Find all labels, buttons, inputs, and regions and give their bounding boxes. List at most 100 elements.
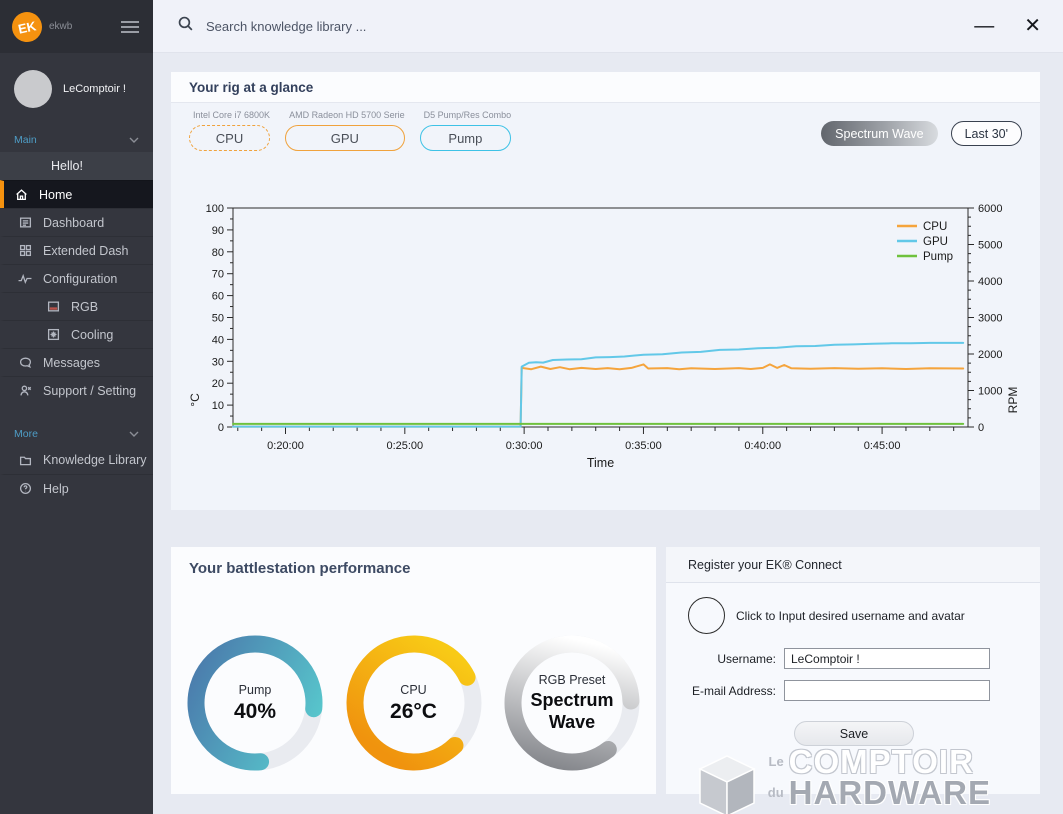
svg-text:100: 100	[206, 203, 224, 215]
sidebar-item-hello[interactable]: Hello!	[0, 152, 153, 180]
sidebar-item-support-setting[interactable]: Support / Setting	[0, 376, 153, 404]
home-icon	[14, 188, 28, 202]
sidebar: EK ekwb LeComptoir ! Main Hello! Home Da…	[0, 0, 153, 814]
svg-text:90: 90	[212, 225, 224, 237]
sidebar-header: EK ekwb	[0, 0, 153, 53]
performance-title: Your battlestation performance	[189, 560, 411, 577]
cpu-gauge: CPU 26°C	[338, 627, 490, 779]
rgb-icon	[46, 300, 60, 314]
sidebar-item-rgb[interactable]: RGB	[0, 292, 153, 320]
sidebar-item-cooling[interactable]: Cooling	[0, 320, 153, 348]
svg-text:40: 40	[212, 334, 224, 346]
sidebar-section-more[interactable]: More	[0, 418, 153, 446]
cpu-gauge-value: 26°C	[390, 699, 437, 723]
profile-name: LeComptoir !	[63, 82, 126, 95]
performance-card: Your battlestation performance Pump 40%	[171, 547, 656, 794]
svg-text:0:40:00: 0:40:00	[744, 440, 781, 452]
svg-text:GPU: GPU	[923, 236, 948, 248]
sidebar-item-help[interactable]: Help	[0, 474, 153, 502]
svg-text:1000: 1000	[978, 386, 1002, 398]
save-button[interactable]: Save	[794, 721, 914, 746]
rig-card-header: Your rig at a glance	[171, 72, 1040, 103]
svg-text:0: 0	[978, 422, 984, 434]
ekwb-logo-icon: EK	[9, 8, 45, 45]
sidebar-item-knowledge-library[interactable]: Knowledge Library	[0, 446, 153, 474]
pump-button[interactable]: Pump	[419, 125, 512, 151]
devices-row: Intel Core i7 6800K CPU AMD Radeon HD 57…	[189, 110, 512, 151]
topbar: — ✕	[153, 0, 1063, 53]
svg-text:°C: °C	[188, 393, 202, 407]
chat-icon	[18, 356, 32, 370]
rgb-gauge-value: Spectrum Wave	[530, 689, 614, 732]
hamburger-menu-icon[interactable]	[121, 20, 139, 33]
svg-text:80: 80	[212, 247, 224, 259]
dashboard-icon	[18, 216, 32, 230]
svg-text:70: 70	[212, 269, 224, 281]
device-pump: D5 Pump/Res Combo Pump	[419, 110, 512, 151]
temperature-rpm-chart: 0:20:00 0:25:00 0:30:00 0:35:00 0:40:00 0:45:…	[188, 203, 1020, 470]
device-gpu: AMD Radeon HD 5700 Serie GPU	[285, 110, 405, 151]
cooling-icon	[46, 328, 60, 342]
section-more-label: More	[14, 428, 38, 440]
svg-text:0:35:00: 0:35:00	[625, 440, 662, 452]
svg-text:20: 20	[212, 378, 224, 390]
svg-text:0:30:00: 0:30:00	[506, 440, 543, 452]
grid-icon	[18, 244, 32, 258]
chevron-down-icon	[129, 428, 139, 440]
svg-text:50: 50	[212, 313, 224, 325]
gpu-button[interactable]: GPU	[285, 125, 405, 151]
email-field[interactable]	[784, 680, 990, 701]
svg-text:Time: Time	[587, 456, 614, 470]
svg-text:0: 0	[218, 422, 224, 434]
gpu-device-name: AMD Radeon HD 5700 Serie	[289, 110, 405, 120]
register-avatar-button[interactable]	[688, 597, 725, 634]
chevron-down-icon	[129, 134, 139, 146]
sidebar-item-messages[interactable]: Messages	[0, 348, 153, 376]
sidebar-item-home[interactable]: Home	[0, 180, 153, 208]
register-title: Register your EK® Connect	[688, 557, 842, 572]
svg-text:10: 10	[212, 400, 224, 412]
help-icon	[18, 482, 32, 496]
spectrum-wave-button[interactable]: Spectrum Wave	[821, 121, 938, 146]
rig-card-title: Your rig at a glance	[189, 79, 314, 95]
username-field[interactable]	[784, 648, 990, 669]
pump-device-name: D5 Pump/Res Combo	[423, 110, 512, 120]
gauges-row: Pump 40% CPU 26°C	[171, 627, 656, 779]
svg-text:2000: 2000	[978, 349, 1002, 361]
sidebar-item-configuration[interactable]: Configuration	[0, 264, 153, 292]
section-main-label: Main	[14, 134, 37, 146]
rig-card: Your rig at a glance Intel Core i7 6800K…	[171, 72, 1040, 510]
pump-gauge-value: 40%	[233, 699, 277, 723]
svg-text:0:45:00: 0:45:00	[864, 440, 901, 452]
svg-text:Pump: Pump	[923, 251, 953, 263]
last-30-button[interactable]: Last 30'	[950, 121, 1022, 146]
sidebar-item-dashboard[interactable]: Dashboard	[0, 208, 153, 236]
svg-text:3000: 3000	[978, 313, 1002, 325]
register-card: Register your EK® Connect Click to Input…	[666, 547, 1040, 794]
search-input[interactable]	[206, 18, 526, 34]
folder-icon	[18, 453, 32, 467]
device-cpu: Intel Core i7 6800K CPU	[189, 110, 271, 151]
activity-icon	[18, 272, 32, 286]
rig-actions: Spectrum Wave Last 30'	[821, 121, 1022, 146]
svg-text:6000: 6000	[978, 203, 1002, 215]
brand-name: ekwb	[49, 21, 73, 32]
username-label: Username:	[717, 651, 776, 666]
email-label: E-mail Address:	[691, 683, 776, 698]
cpu-button[interactable]: CPU	[189, 125, 271, 151]
svg-text:RPM: RPM	[1006, 387, 1020, 414]
svg-text:30: 30	[212, 356, 224, 368]
sidebar-section-main[interactable]: Main	[0, 124, 153, 152]
profile[interactable]: LeComptoir !	[0, 53, 153, 124]
register-avatar-hint: Click to Input desired username and avat…	[736, 608, 965, 623]
pump-gauge-label: Pump	[238, 682, 272, 697]
svg-text:0:25:00: 0:25:00	[386, 440, 423, 452]
close-button[interactable]: ✕	[1024, 15, 1041, 37]
avatar[interactable]	[14, 70, 52, 108]
svg-text:0:20:00: 0:20:00	[267, 440, 304, 452]
minimize-button[interactable]: —	[974, 15, 995, 37]
rgb-gauge-label: RGB Preset	[538, 672, 606, 687]
svg-text:5000: 5000	[978, 240, 1002, 252]
sidebar-item-extended-dash[interactable]: Extended Dash	[0, 236, 153, 264]
pump-gauge: Pump 40%	[179, 627, 331, 779]
